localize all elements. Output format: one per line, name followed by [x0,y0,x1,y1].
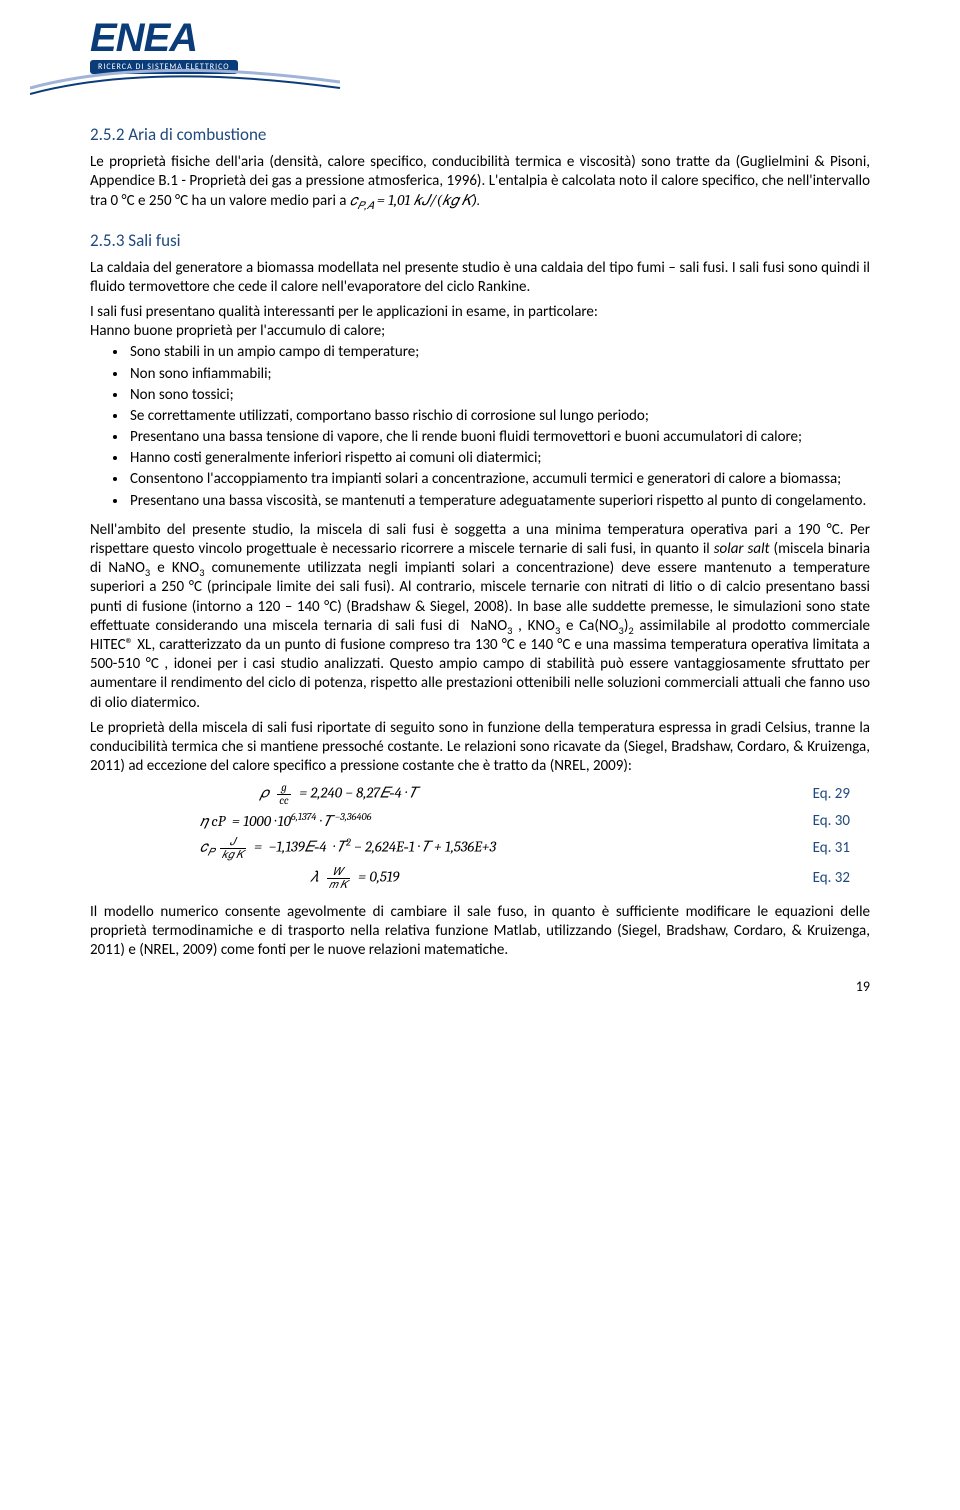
page-header-logo: ENEA RICERCA DI SISTEMA ELETTRICO [90,0,870,106]
heading-2-5-2: 2.5.2 Aria di combustione [90,124,870,145]
enea-logo: ENEA RICERCA DI SISTEMA ELETTRICO [90,18,360,74]
equation-29-label: Eq. 29 [813,785,870,803]
list-item: Non sono tossici; [128,386,870,405]
document-page: ENEA RICERCA DI SISTEMA ELETTRICO 2.5.2 … [0,0,960,1035]
page-number: 19 [90,978,870,995]
heading-2-5-3: 2.5.3 Sali fusi [90,230,870,251]
list-item: Hanno costi generalmente inferiori rispe… [128,449,870,468]
para-252-1-formula: 𝑐𝑃,𝐴 = 1,01 𝑘𝐽/(𝑘𝑔 𝐾). [350,191,480,209]
list-item: Presentano una bassa tensione di vapore,… [128,428,870,447]
equation-30-body: 𝜂 cP = 1000 · 106,1374 · 𝑇 −3,36406 [90,812,371,830]
equation-29: 𝜌 gcc = 2,240 − 8,27𝐸‑4 · 𝑇 Eq. 29 [90,782,870,806]
equation-30: 𝜂 cP = 1000 · 106,1374 · 𝑇 −3,36406 Eq. … [90,812,870,830]
list-item: Se correttamente utilizzati, comportano … [128,407,870,426]
equation-29-body: 𝜌 gcc = 2,240 − 8,27𝐸‑4 · 𝑇 [90,782,418,806]
logo-swoosh-icon [30,68,350,108]
para-252-1: Le proprietà fisiche dell'aria (densità,… [90,153,870,212]
equation-31: 𝑐𝑃 𝐽𝑘𝑔 𝐾 = −1,139𝐸‑4 · 𝑇2 − 2,624E‑1 · 𝑇… [90,836,870,860]
equation-32-label: Eq. 32 [813,869,870,887]
equation-30-label: Eq. 30 [813,812,870,830]
para-253-5: Le proprietà della miscela di sali fusi … [90,719,870,777]
para-253-3: Hanno buone proprietà per l'accumulo di … [90,322,870,341]
para-closing: Il modello numerico consente agevolmente… [90,903,870,961]
para-253-1: La caldaia del generatore a biomassa mod… [90,259,870,297]
bullets-253: Sono stabili in un ampio campo di temper… [90,343,870,511]
list-item: Sono stabili in un ampio campo di temper… [128,343,870,362]
equation-32-body: 𝜆 𝑊𝑚 𝐾 = 0,519 [90,866,399,890]
equation-31-body: 𝑐𝑃 𝐽𝑘𝑔 𝐾 = −1,139𝐸‑4 · 𝑇2 − 2,624E‑1 · 𝑇… [90,836,496,860]
equation-31-label: Eq. 31 [813,839,870,857]
para-252-1-text: Le proprietà fisiche dell'aria (densità,… [90,153,870,210]
list-item: Consentono l'accoppiamento tra impianti … [128,470,870,489]
para-253-2: I sali fusi presentano qualità interessa… [90,303,870,322]
list-item: Presentano una bassa viscosità, se mante… [128,492,870,511]
equation-32: 𝜆 𝑊𝑚 𝐾 = 0,519 Eq. 32 [90,866,870,890]
para-253-4: Nell'ambito del presente studio, la misc… [90,521,870,713]
list-item: Non sono infiammabili; [128,365,870,384]
logo-brand-text: ENEA [90,18,360,58]
